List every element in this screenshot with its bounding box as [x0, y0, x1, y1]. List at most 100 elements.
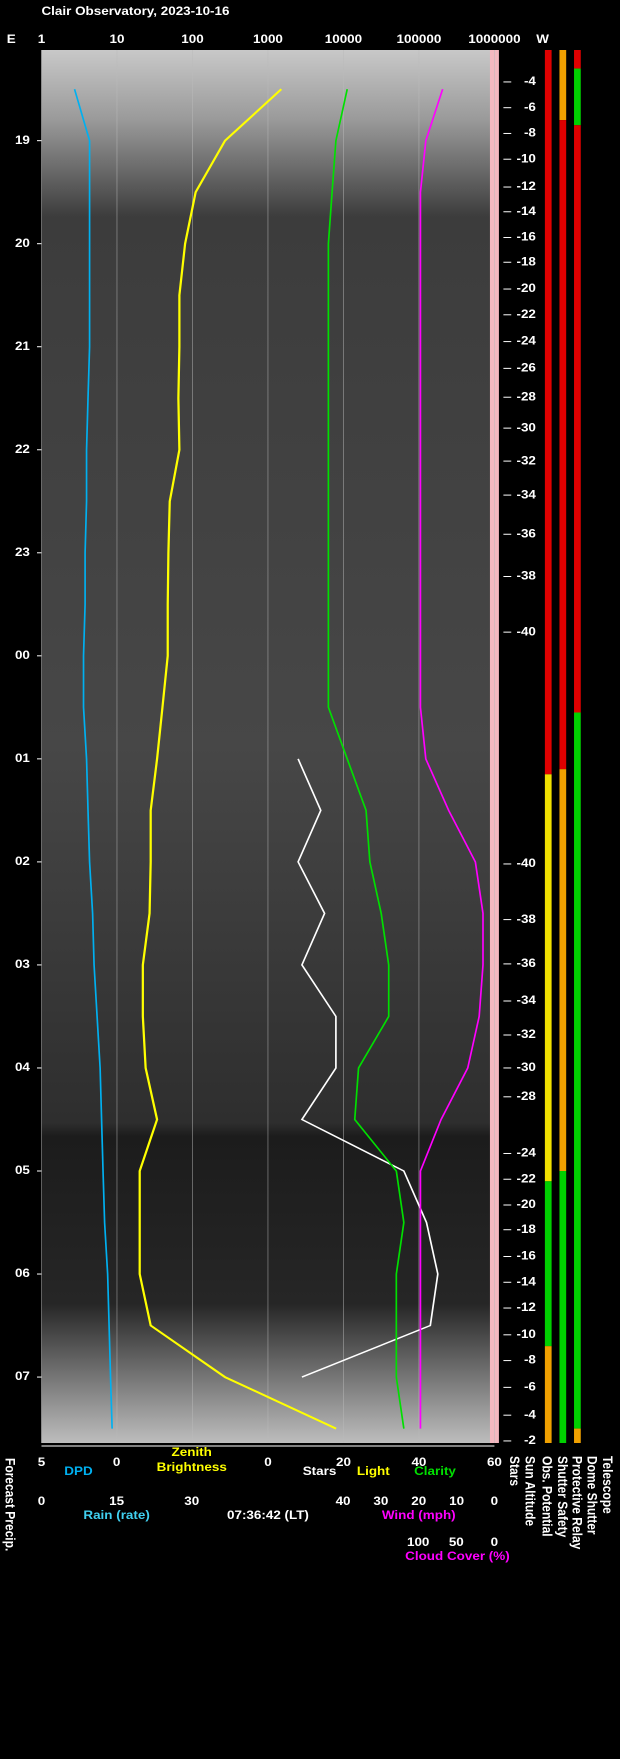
sun-altitude-label: -16 — [516, 229, 535, 243]
scale-tick-label: 40 — [411, 1455, 426, 1469]
scale-tick-label: 15 — [109, 1494, 124, 1508]
x-tick-label: 1000000 — [468, 32, 520, 46]
west-label: W — [536, 32, 549, 46]
scale-tick-label: 40 — [336, 1494, 351, 1508]
time-tick-label: 20 — [15, 236, 30, 250]
time-tick-label: 21 — [15, 339, 30, 353]
time-tick-label: 04 — [15, 1060, 31, 1074]
time-tick-label: 00 — [15, 648, 30, 662]
sun-altitude-label: -12 — [516, 1300, 535, 1314]
scale-label: Brightness — [157, 1460, 227, 1474]
sun-altitude-label: -12 — [516, 179, 535, 193]
status-segment — [574, 1428, 581, 1443]
sun-altitude-label: -34 — [516, 993, 536, 1007]
sun-altitude-label: -30 — [516, 1060, 535, 1074]
status-label: Protective Relay — [570, 1456, 586, 1550]
sun-altitude-label: -18 — [516, 254, 535, 268]
east-label: E — [7, 32, 16, 46]
sun-altitude-label: -6 — [524, 1379, 536, 1393]
time-tick-label: 05 — [15, 1163, 30, 1177]
sun-altitude-label: -6 — [524, 100, 536, 114]
sun-altitude-label: -4 — [524, 74, 537, 88]
time-tick-label: 02 — [15, 854, 30, 868]
status-segment — [544, 1181, 552, 1347]
x-tick-label: 1000 — [253, 32, 283, 46]
series-line — [73, 89, 113, 1429]
status-segment — [574, 125, 581, 713]
scale-tick-label: 50 — [449, 1535, 464, 1549]
scale-tick-label: 30 — [373, 1494, 388, 1508]
time-tick-label: 03 — [15, 957, 30, 971]
sun-altitude-label: -22 — [516, 1171, 535, 1185]
sun-altitude-label: -40 — [516, 856, 535, 870]
series-line — [419, 88, 484, 1429]
sun-altitude-label: -34 — [516, 487, 536, 501]
time-tick-label: 23 — [15, 545, 30, 559]
scale-tick-label: 0 — [264, 1455, 271, 1469]
sun-altitude-label: -22 — [516, 307, 535, 321]
status-segment — [574, 50, 581, 69]
sun-altitude-label: -4 — [524, 1407, 537, 1421]
sun-altitude-label: -38 — [516, 911, 535, 925]
legend-label: Cloud Cover (%) — [405, 1549, 510, 1563]
status-label: Obs. Potential — [539, 1456, 555, 1537]
scale-tick-label: 20 — [411, 1494, 426, 1508]
scale-label: Zenith — [172, 1445, 212, 1459]
legend-label: DPD — [64, 1464, 92, 1478]
sun-altitude-label: -40 — [516, 624, 535, 638]
scale-tick-label: 60 — [487, 1455, 502, 1469]
time-tick-label: 07 — [15, 1369, 30, 1383]
sun-altitude-label: -30 — [516, 420, 535, 434]
sun-altitude-label: -38 — [516, 568, 535, 582]
scale-tick-label: 0 — [491, 1535, 498, 1549]
status-segment — [574, 712, 581, 1429]
scale-tick-label: 30 — [184, 1494, 199, 1508]
sun-altitude-label: -36 — [516, 956, 535, 970]
legend-label: Light — [357, 1464, 391, 1478]
sun-altitude-label: -10 — [516, 151, 535, 165]
time-tick-label: 19 — [15, 133, 30, 147]
timestamp: 07:36:42 (LT) — [227, 1508, 309, 1522]
scale-tick-label: 0 — [38, 1494, 45, 1508]
status-segment — [559, 50, 567, 121]
sun-altitude-label: -20 — [516, 281, 535, 295]
status-label: Shutter Safety — [555, 1456, 571, 1538]
legend-label: Clarity — [414, 1464, 457, 1478]
series-line — [327, 89, 405, 1429]
sun-altitude-label: Sun Altitude — [522, 1456, 538, 1526]
stars-column-label: Stars — [507, 1456, 523, 1486]
sun-altitude-label: -32 — [516, 1027, 535, 1041]
status-segment — [574, 68, 581, 126]
scale-tick-label: 0 — [113, 1455, 120, 1469]
sun-altitude-label: -26 — [516, 360, 535, 374]
series-line — [138, 88, 337, 1430]
sun-altitude-label: -14 — [516, 204, 536, 218]
status-segment — [559, 769, 567, 1171]
sun-altitude-label: -14 — [516, 1274, 536, 1288]
sun-altitude-label: -18 — [516, 1222, 535, 1236]
scale-label: Rain (rate) — [83, 1508, 149, 1522]
forecast-label: Forecast Precip. — [2, 1458, 18, 1551]
sun-altitude-label: -10 — [516, 1327, 535, 1341]
telescope-label: Telescope — [600, 1456, 616, 1514]
sun-altitude-label: -24 — [516, 1145, 536, 1159]
sun-altitude-label: -32 — [516, 453, 535, 467]
dome-shutter-label: Dome Shutter — [584, 1456, 600, 1535]
scale-tick-label: 5 — [38, 1455, 45, 1469]
sun-altitude-label: -20 — [516, 1197, 535, 1211]
sun-altitude-label: -36 — [516, 526, 535, 540]
sun-altitude-label: -8 — [524, 125, 536, 139]
time-tick-label: 22 — [15, 442, 30, 456]
status-segment — [544, 1346, 552, 1443]
chart-title: Clair Observatory, 2023-10-16 — [41, 4, 229, 18]
scale-tick-label: 20 — [336, 1455, 351, 1469]
scale-label: Wind (mph) — [382, 1508, 456, 1522]
x-tick-label: 100 — [181, 32, 203, 46]
status-segment — [544, 50, 552, 775]
scale-tick-label: 100 — [407, 1535, 429, 1549]
legend-label: Stars — [303, 1464, 337, 1478]
sun-altitude-label: -28 — [516, 1089, 535, 1103]
x-tick-label: 10000 — [325, 32, 362, 46]
series-line — [297, 758, 439, 1378]
